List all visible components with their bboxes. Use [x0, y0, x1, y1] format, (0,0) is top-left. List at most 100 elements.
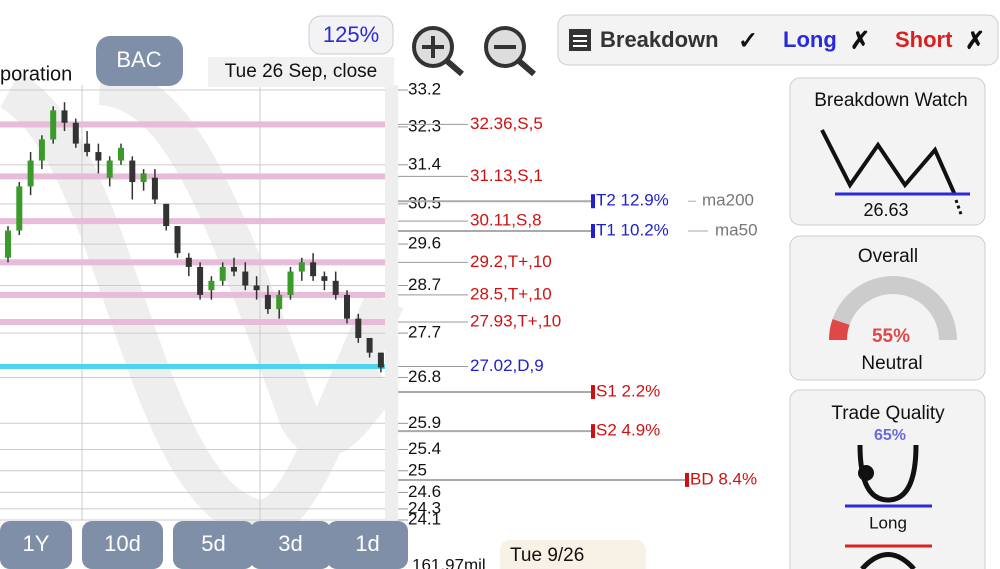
candle-body [185, 257, 192, 267]
overall-status: Neutral [861, 353, 922, 374]
candle-body [174, 226, 181, 254]
zoom-out[interactable] [484, 26, 536, 77]
range-label: 5d [201, 531, 225, 556]
candle-body [5, 230, 11, 258]
level-band [0, 173, 385, 180]
level-band [0, 291, 385, 298]
volume: 161.97mil [412, 555, 486, 569]
toggle-short-state: ✗ [965, 27, 985, 54]
range-label: 3d [278, 531, 302, 556]
zoom-in[interactable] [412, 26, 464, 77]
range-buttons: 1Y 10d 5d 3d 1d [0, 521, 408, 569]
range-button[interactable] [82, 521, 163, 569]
target-bracket [591, 194, 595, 209]
candle-body [253, 285, 260, 291]
breakdown-watch-panel[interactable] [789, 77, 986, 226]
candle-body [27, 160, 34, 187]
target-label: S2 4.9% [596, 421, 660, 440]
breakdown-icon [820, 129, 957, 196]
quality-ball [858, 465, 874, 481]
range-button[interactable] [327, 521, 408, 569]
candle-body [16, 186, 23, 231]
candle-body [377, 352, 384, 368]
y-tick-label: 24.6 [408, 482, 441, 501]
candle-body [163, 203, 170, 227]
breakdown-icon [569, 29, 591, 51]
level-label: 31.13,S,1 [470, 166, 543, 185]
gauge-track [829, 276, 957, 341]
toggle-bar [557, 14, 999, 66]
toggle-breakdown-state: ✓ [738, 27, 758, 54]
candle-body [197, 266, 204, 295]
gauge-indicator [828, 319, 850, 341]
candle-body [287, 271, 294, 295]
y-tick-label: 29.6 [408, 234, 441, 253]
candle-body [72, 122, 79, 144]
candle-body [50, 110, 57, 140]
panel-title: Overall [858, 246, 918, 267]
zoom-level: 125% [323, 22, 379, 47]
trade-quality-value: 65% [874, 427, 906, 444]
target-label: BD 8.4% [690, 469, 757, 488]
y-tick-label: 33.2 [408, 79, 441, 98]
candle-body [366, 337, 373, 353]
toggle-short[interactable]: Short [895, 27, 953, 52]
candle-body [38, 139, 45, 161]
watermark [97, 65, 399, 458]
symbol-button[interactable] [96, 36, 183, 86]
candle-body [310, 262, 317, 277]
candle-body [298, 262, 305, 272]
candle-body [344, 294, 350, 319]
toggle-breakdown[interactable]: Breakdown [600, 27, 719, 52]
y-tick-label: 32.3 [408, 116, 441, 135]
date-box [208, 57, 394, 87]
candle-body [321, 276, 328, 281]
breakdown-value: 26.63 [863, 200, 908, 220]
chart-date: Tue 26 Sep, close [225, 61, 377, 82]
y-tick-label: 31.4 [408, 154, 441, 173]
candle-body [95, 152, 102, 161]
target-bracket [591, 385, 595, 400]
level-band [0, 121, 385, 128]
level-label: 30.11,S,8 [470, 211, 542, 230]
y-tick-label: 27.7 [408, 323, 441, 342]
level-band [0, 319, 385, 326]
zoom-level-button[interactable] [308, 15, 394, 55]
range-button[interactable] [250, 521, 331, 569]
target-bracket [685, 472, 689, 487]
y-tick-label: 24.1 [408, 509, 441, 528]
y-tick-label: 30.5 [408, 193, 441, 212]
range-button[interactable] [0, 521, 72, 569]
candle-body [208, 280, 215, 291]
candle-body [106, 160, 113, 178]
trade-quality-panel[interactable] [789, 389, 986, 569]
candle-body [332, 280, 339, 295]
toggle-long[interactable]: Long [783, 27, 837, 52]
range-button[interactable] [173, 521, 254, 569]
y-tick-label: 24.3 [408, 498, 441, 517]
overall-panel[interactable] [789, 235, 986, 381]
toggle-long-state: ✗ [850, 27, 870, 54]
level-label: 27.93,T+,10 [470, 312, 561, 331]
level-band [0, 259, 385, 266]
candle-body [264, 294, 271, 310]
level-label: 28.5,T+,10 [470, 284, 552, 303]
trade-quality-status: Long [869, 513, 907, 532]
panel-title: Breakdown Watch [814, 90, 967, 111]
candle-body [276, 294, 283, 310]
range-label: 1d [355, 531, 379, 556]
current-label: 27.02,D,9 [470, 356, 544, 375]
candle-body [84, 143, 91, 153]
symbol: BAC [116, 47, 161, 72]
range-label: 1Y [23, 531, 50, 556]
company-name: poration [0, 63, 72, 85]
y-tick-label: 26.8 [408, 367, 441, 386]
short-icon [860, 552, 916, 569]
cursor-date: Tue 9/26 [510, 545, 584, 566]
target-label: T1 10.2% [596, 220, 669, 239]
target-bracket [591, 424, 595, 439]
candle-body [151, 177, 158, 200]
candle-body [219, 266, 226, 281]
scrollbar [385, 85, 398, 520]
